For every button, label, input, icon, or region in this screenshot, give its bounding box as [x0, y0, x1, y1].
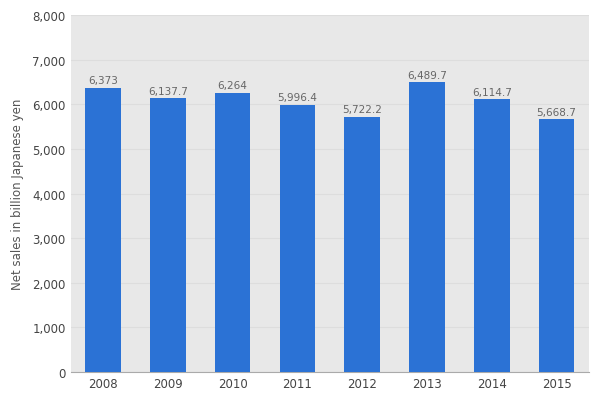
Bar: [395, 16, 460, 372]
Bar: [150, 99, 185, 372]
Bar: [215, 93, 250, 372]
Text: 5,722.2: 5,722.2: [342, 105, 382, 115]
Text: 6,264: 6,264: [218, 81, 248, 91]
Bar: [85, 89, 121, 372]
Bar: [71, 16, 136, 372]
Bar: [330, 16, 395, 372]
Text: 6,137.7: 6,137.7: [148, 87, 188, 97]
Bar: [474, 100, 509, 372]
Bar: [200, 16, 265, 372]
Text: 5,996.4: 5,996.4: [277, 93, 317, 103]
Text: 6,114.7: 6,114.7: [472, 87, 512, 97]
Bar: [460, 16, 524, 372]
Bar: [344, 117, 380, 372]
Bar: [265, 16, 330, 372]
Bar: [136, 16, 200, 372]
Text: 5,668.7: 5,668.7: [536, 107, 577, 117]
Bar: [280, 105, 315, 372]
Bar: [524, 16, 589, 372]
Text: 6,373: 6,373: [88, 76, 118, 86]
Y-axis label: Net sales in billion Japanese yen: Net sales in billion Japanese yen: [11, 99, 24, 290]
Bar: [539, 120, 574, 372]
Bar: [409, 83, 445, 372]
Text: 6,489.7: 6,489.7: [407, 71, 447, 81]
